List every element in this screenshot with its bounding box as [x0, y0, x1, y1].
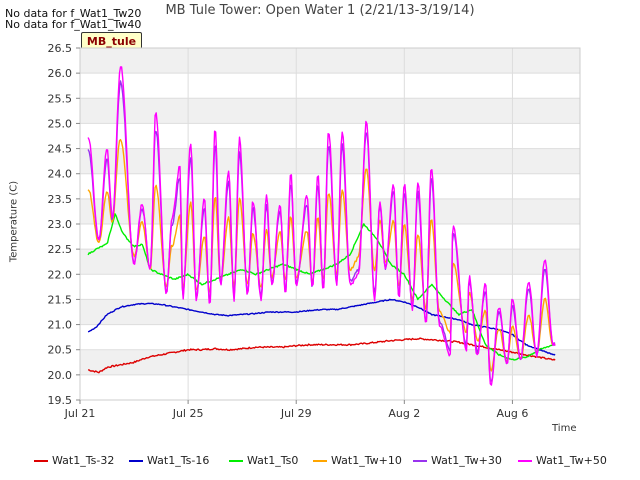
y-tick-label: 22.0 — [48, 268, 73, 281]
series-line-wat1-tw-50 — [87, 66, 556, 386]
legend-item: Wat1_Tw+30 — [413, 454, 502, 467]
x-tick-label: Jul 25 — [172, 407, 204, 420]
y-tick-label: 24.5 — [48, 143, 73, 156]
series-line-wat1-ts-32 — [87, 337, 556, 374]
legend-swatch — [313, 460, 327, 462]
legend-label: Wat1_Ts-16 — [147, 454, 210, 467]
legend-item: Wat1_Ts-16 — [129, 454, 209, 467]
legend-item: Wat1_Tw+10 — [313, 454, 402, 467]
y-tick-label: 21.5 — [48, 293, 73, 306]
series-line-wat1-tw-30 — [87, 80, 556, 382]
plot-band — [80, 299, 580, 325]
x-axis-label: Time — [552, 423, 577, 434]
x-ticks: Jul 21 Jul 25 Jul 29 Aug 2 Aug 6 — [64, 400, 528, 420]
y-tick-label: 19.5 — [48, 394, 73, 407]
y-tick-label: 26.0 — [48, 67, 73, 80]
legend-item: Wat1_Ts0 — [229, 454, 298, 467]
y-tick-label: 22.5 — [48, 243, 73, 256]
legend-swatch — [129, 460, 143, 462]
y-ticks: 19.5 20.0 20.5 21.0 21.5 22.0 22.5 23.0 23.5 24.0… — [48, 42, 80, 407]
legend-swatch — [518, 460, 532, 462]
y-tick-label: 20.0 — [48, 369, 73, 382]
x-tick-label: Jul 21 — [64, 407, 96, 420]
legend-swatch — [413, 460, 427, 462]
site-tag: MB_tule — [81, 32, 142, 51]
legend-label: Wat1_Ts-32 — [52, 454, 115, 467]
chart-title: MB Tule Tower: Open Water 1 (2/21/13-3/1… — [165, 3, 475, 18]
y-tick-label: 24.0 — [48, 168, 73, 181]
y-tick-label: 25.5 — [48, 92, 73, 105]
plot-bands — [80, 48, 580, 375]
legend: Wat1_Ts-32 Wat1_Ts-16 Wat1_Ts0 Wat1_Tw+10 Wa… — [0, 454, 640, 470]
y-tick-label: 21.0 — [48, 319, 73, 332]
legend-item: Wat1_Ts-32 — [34, 454, 114, 467]
legend-label: Wat1_Tw+50 — [536, 454, 607, 467]
plot-band — [80, 48, 580, 74]
x-tick-label: Aug 2 — [388, 407, 420, 420]
y-tick-label: 23.5 — [48, 193, 73, 206]
y-tick-label: 23.0 — [48, 218, 73, 231]
plot-band — [80, 98, 580, 124]
x-tick-label: Aug 6 — [496, 407, 528, 420]
legend-label: Wat1_Tw+10 — [331, 454, 402, 467]
legend-label: Wat1_Ts0 — [247, 454, 299, 467]
x-tick-label: Jul 29 — [280, 407, 312, 420]
legend-item: Wat1_Tw+50 — [518, 454, 607, 467]
y-tick-label: 26.5 — [48, 42, 73, 55]
no-data-notice-2: No data for f_Wat1_Tw40 — [5, 18, 142, 31]
legend-swatch — [34, 460, 48, 462]
no-data-notice-1: No data for f_Wat1_Tw20 — [5, 7, 142, 20]
series-lines — [87, 66, 556, 386]
legend-swatch — [229, 460, 243, 462]
y-tick-label: 25.0 — [48, 117, 73, 130]
legend-label: Wat1_Tw+30 — [431, 454, 502, 467]
y-tick-label: 20.5 — [48, 344, 73, 357]
